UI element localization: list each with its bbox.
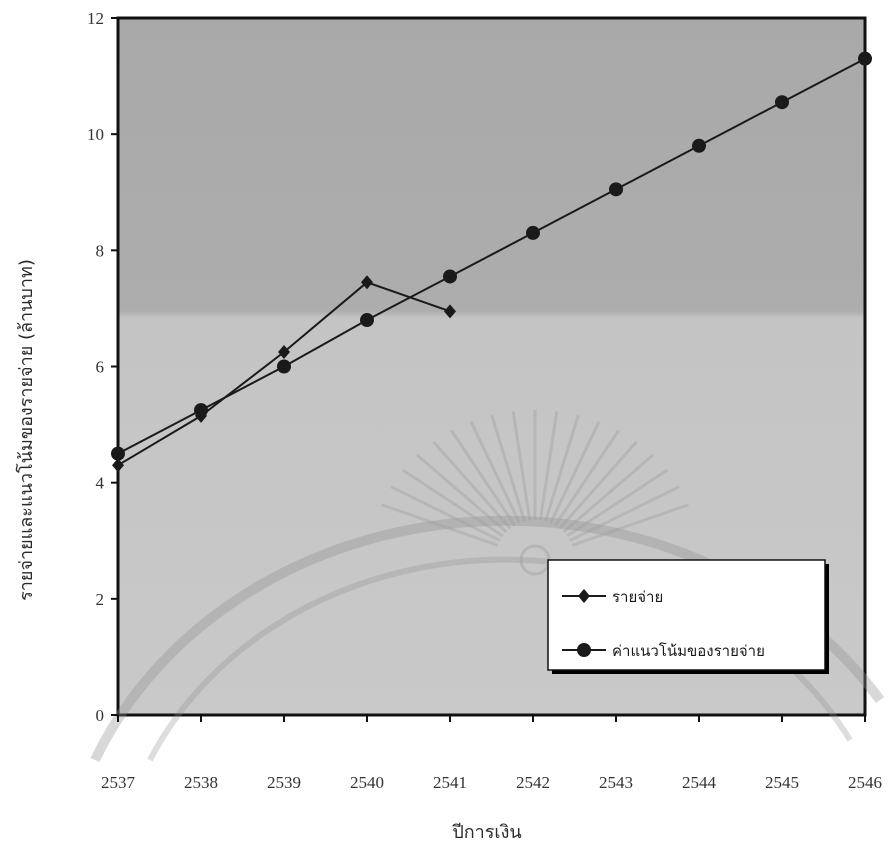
watermark-ray bbox=[390, 485, 501, 542]
x-tick-label: 2540 bbox=[350, 773, 384, 792]
y-axis-title: รายจ่ายและแนวโน้มของรายจ่าย (ล้านบาท) bbox=[15, 259, 37, 601]
watermark-ray bbox=[432, 440, 512, 530]
watermark-ray bbox=[562, 453, 654, 534]
y-tick-label: 10 bbox=[87, 125, 104, 144]
watermark-ray bbox=[571, 503, 689, 547]
series-2-point bbox=[609, 182, 623, 197]
x-tick-label: 2542 bbox=[516, 773, 550, 792]
x-tick-label: 2544 bbox=[682, 773, 717, 792]
watermark-ray bbox=[549, 421, 601, 524]
series-2-point bbox=[692, 138, 706, 153]
series-2-point bbox=[775, 95, 789, 110]
series-2-point bbox=[526, 225, 540, 240]
series-2-point bbox=[443, 269, 457, 284]
watermark-ray bbox=[538, 411, 559, 521]
legend-label-2: ค่าแนวโน้มของรายจ่าย bbox=[612, 642, 765, 660]
series-2-point bbox=[111, 446, 125, 461]
series-1-point bbox=[361, 275, 373, 290]
series-2-point bbox=[360, 313, 374, 328]
watermark-ray bbox=[416, 453, 508, 534]
x-tick-label: 2538 bbox=[184, 773, 218, 792]
series-1-point bbox=[444, 304, 456, 319]
x-tick-label: 2537 bbox=[101, 773, 136, 792]
watermark-ray bbox=[558, 440, 638, 530]
watermark-ray bbox=[490, 414, 526, 522]
y-tick-label: 12 bbox=[87, 9, 104, 28]
y-tick-label: 2 bbox=[96, 590, 105, 609]
watermark-ray bbox=[402, 468, 504, 538]
watermark-ray bbox=[569, 485, 680, 542]
watermark-ray bbox=[553, 429, 620, 527]
y-tick-label: 4 bbox=[96, 474, 105, 493]
watermark-ray bbox=[450, 429, 517, 527]
y-tick-label: 8 bbox=[96, 241, 105, 260]
x-tick-label: 2541 bbox=[433, 773, 467, 792]
series-line-2 bbox=[117, 57, 866, 455]
watermark-ray bbox=[469, 421, 521, 524]
y-tick-label: 0 bbox=[96, 706, 105, 725]
x-axis-title: ปีการเงิน bbox=[452, 822, 522, 843]
x-tick-label: 2546 bbox=[848, 773, 882, 792]
series-1-point bbox=[112, 458, 124, 473]
y-tick-label: 6 bbox=[96, 358, 105, 377]
series-2-point bbox=[858, 51, 872, 66]
legend-marker-1 bbox=[578, 589, 590, 603]
x-tick-label: 2545 bbox=[765, 773, 799, 792]
series-2-point bbox=[277, 359, 291, 374]
series-2-point bbox=[194, 403, 208, 418]
legend-label-1: รายจ่าย bbox=[612, 588, 663, 606]
legend-box bbox=[547, 559, 826, 671]
watermark-ray bbox=[566, 468, 668, 538]
watermark-ray bbox=[381, 503, 499, 547]
series-1-point bbox=[278, 344, 290, 359]
watermark-ray bbox=[544, 414, 580, 522]
x-tick-label: 2543 bbox=[599, 773, 633, 792]
watermark-ray bbox=[511, 411, 532, 521]
legend-marker-2 bbox=[577, 643, 591, 657]
x-tick-label: 2539 bbox=[267, 773, 301, 792]
